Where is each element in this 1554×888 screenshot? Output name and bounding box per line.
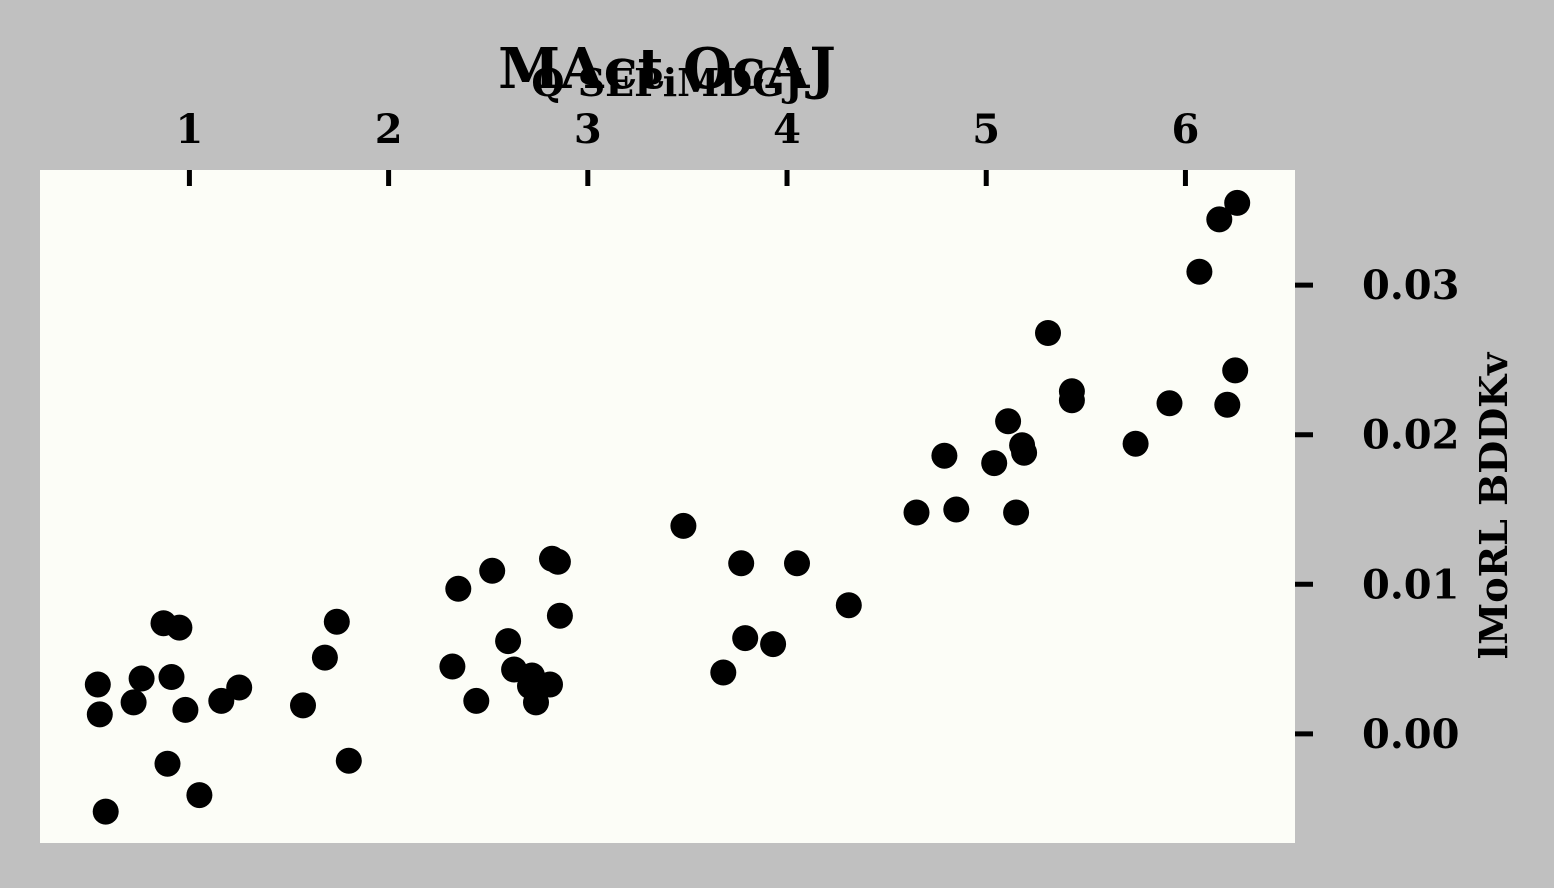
data-point — [1222, 357, 1249, 384]
data-point — [903, 499, 930, 526]
data-point — [546, 602, 573, 629]
x-tick-label: 4 — [773, 106, 801, 153]
chart-title: MAct OcAJ — [498, 36, 836, 102]
x-tick-label: 3 — [574, 106, 602, 153]
x-tick-label: 2 — [375, 106, 403, 153]
data-point — [479, 557, 506, 584]
y-tick-label: 0.01 — [1362, 561, 1459, 608]
data-point — [732, 625, 759, 652]
data-point — [92, 798, 119, 825]
data-point — [931, 442, 958, 469]
data-point — [290, 692, 316, 719]
data-point — [537, 671, 563, 698]
plot-area — [40, 170, 1295, 843]
data-point — [445, 575, 472, 602]
data-point — [1206, 206, 1233, 233]
data-point — [943, 496, 970, 523]
data-point — [495, 628, 522, 655]
data-point — [670, 512, 697, 539]
data-point — [323, 608, 350, 635]
data-point — [226, 674, 253, 701]
y-tick-label: 0.03 — [1362, 262, 1459, 309]
data-point — [439, 653, 466, 680]
data-point — [1035, 320, 1061, 346]
data-point — [1058, 378, 1085, 405]
data-point — [335, 747, 362, 774]
y-tick-label: 0.00 — [1362, 711, 1459, 758]
data-point — [311, 644, 338, 671]
data-point — [154, 750, 181, 777]
x-axis-label: Q SEPiMDGJ — [531, 60, 802, 105]
data-point — [1122, 430, 1149, 457]
data-point — [463, 687, 490, 714]
data-point — [166, 614, 193, 641]
data-point — [995, 408, 1022, 435]
data-point — [120, 689, 147, 716]
data-point — [728, 550, 755, 577]
data-point — [784, 550, 810, 577]
points-layer — [84, 189, 1251, 825]
data-point — [158, 664, 185, 690]
x-axis-ticks: 1 2 3 4 5 6 — [175, 106, 1199, 186]
data-point — [981, 450, 1008, 477]
data-point — [172, 696, 199, 723]
data-point — [835, 592, 862, 619]
data-point — [710, 659, 737, 686]
x-tick-label: 1 — [175, 106, 203, 153]
data-point — [1186, 258, 1213, 285]
data-point — [523, 689, 549, 716]
data-point — [1214, 391, 1241, 418]
data-point — [86, 701, 113, 728]
x-tick-label: 5 — [972, 106, 1000, 153]
y-axis-ticks: 0.00 0.01 0.02 0.03 — [1295, 262, 1459, 758]
y-axis-label: lMoRL BDDKv — [1471, 351, 1516, 659]
data-point — [186, 782, 213, 809]
y-tick-label: 0.02 — [1362, 412, 1459, 459]
data-point — [1003, 499, 1030, 526]
data-point — [760, 631, 787, 658]
data-point — [1156, 390, 1183, 417]
x-tick-label: 6 — [1172, 106, 1200, 153]
data-point — [1011, 439, 1038, 466]
data-point — [544, 548, 571, 575]
data-point — [1224, 189, 1251, 216]
data-point — [128, 665, 155, 692]
data-point — [84, 671, 111, 698]
data-point — [208, 687, 235, 714]
